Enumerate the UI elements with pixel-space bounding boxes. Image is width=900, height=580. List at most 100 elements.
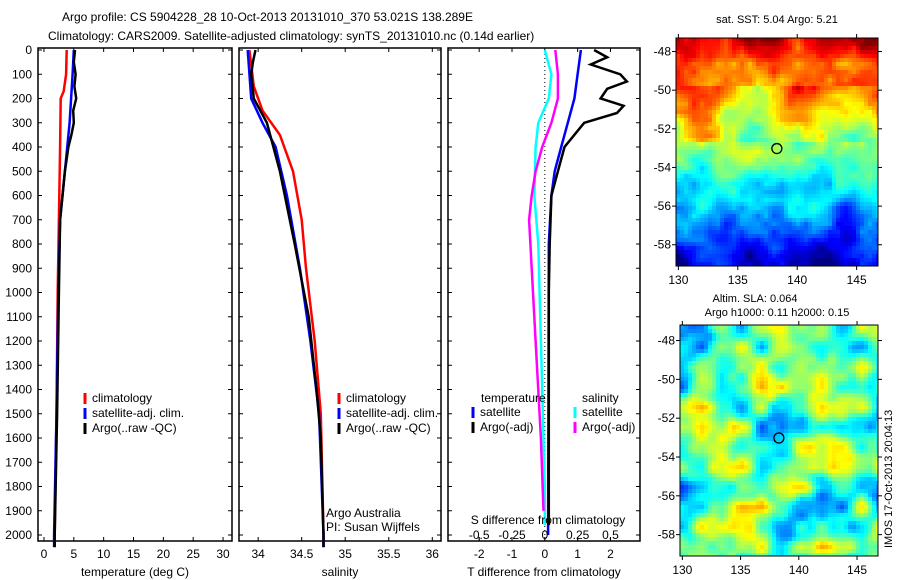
heatmap-cell (776, 102, 780, 106)
heatmap-cell (804, 142, 808, 146)
heatmap-cell (728, 421, 732, 425)
heatmap-cell (692, 114, 696, 118)
heatmap-cell (716, 353, 720, 357)
heatmap-cell (868, 90, 872, 94)
heatmap-cell (824, 146, 828, 150)
heatmap-cell (876, 429, 878, 433)
heatmap-cell (764, 102, 768, 106)
heatmap-cell (728, 38, 732, 42)
heatmap-cell (704, 333, 708, 337)
heatmap-cell (744, 365, 748, 369)
heatmap-cell (724, 146, 728, 150)
heatmap-cell (824, 86, 828, 90)
heatmap-cell (724, 46, 728, 50)
heatmap-cell (744, 457, 748, 461)
heatmap-cell (676, 94, 680, 98)
heatmap-cell (740, 413, 744, 417)
heatmap-cell (832, 425, 836, 429)
heatmap-cell (800, 218, 804, 222)
heatmap-cell (812, 393, 816, 397)
heatmap-cell (764, 162, 768, 166)
heatmap-cell (776, 242, 780, 246)
heatmap-cell (768, 42, 772, 46)
heatmap-cell (820, 70, 824, 74)
heatmap-cell (844, 369, 848, 373)
heatmap-cell (828, 142, 832, 146)
heatmap-cell (848, 433, 852, 437)
heatmap-cell (784, 234, 788, 238)
heatmap-cell (728, 106, 732, 110)
heatmap-cell (676, 174, 680, 178)
heatmap-cell (744, 377, 748, 381)
heatmap-cell (800, 42, 804, 46)
heatmap-cell (840, 333, 844, 337)
heatmap-cell (740, 461, 744, 465)
heatmap-cell (816, 42, 820, 46)
heatmap-cell (852, 118, 856, 122)
heatmap-cell (796, 50, 800, 54)
heatmap-cell (680, 54, 684, 58)
heatmap-cell (772, 401, 776, 405)
heatmap-cell (688, 218, 692, 222)
heatmap-cell (828, 405, 832, 409)
heatmap-cell (756, 238, 760, 242)
heatmap-cell (756, 198, 760, 202)
heatmap-cell (720, 146, 724, 150)
heatmap-cell (804, 337, 808, 341)
heatmap-cell (684, 50, 688, 54)
heatmap-cell (816, 369, 820, 373)
heatmap-cell (696, 329, 700, 333)
heatmap-cell (760, 218, 764, 222)
heatmap-cell (868, 361, 872, 365)
heatmap-cell (724, 262, 728, 266)
heatmap-cell (744, 134, 748, 138)
heatmap-cell (816, 385, 820, 389)
heatmap-cell (696, 373, 700, 377)
heatmap-cell (720, 445, 724, 449)
heatmap-cell (728, 381, 732, 385)
heatmap-cell (764, 401, 768, 405)
heatmap-cell (868, 186, 872, 190)
heatmap-cell (816, 397, 820, 401)
heatmap-cell (876, 425, 878, 429)
heatmap-cell (704, 258, 708, 262)
heatmap-cell (868, 429, 872, 433)
heatmap-cell (876, 194, 878, 198)
heatmap-cell (732, 130, 736, 134)
heatmap-cell (764, 170, 768, 174)
heatmap-cell (772, 421, 776, 425)
heatmap-cell (708, 389, 712, 393)
heatmap-cell (800, 361, 804, 365)
heatmap-cell (776, 154, 780, 158)
heatmap-cell (768, 118, 772, 122)
heatmap-cell (716, 94, 720, 98)
heatmap-cell (724, 198, 728, 202)
heatmap-cell (820, 254, 824, 258)
heatmap-cell (868, 58, 872, 62)
heatmap-cell (864, 413, 868, 417)
heatmap-cell (716, 66, 720, 70)
heatmap-cell (868, 210, 872, 214)
heatmap-cell (756, 138, 760, 142)
x-tick-label: 145 (847, 273, 867, 287)
heatmap-cell (748, 242, 752, 246)
heatmap-cell (792, 138, 796, 142)
heatmap-cell (844, 226, 848, 230)
heatmap-cell (752, 461, 756, 465)
heatmap-cell (816, 405, 820, 409)
heatmap-cell (876, 70, 878, 74)
heatmap-cell (836, 202, 840, 206)
heatmap-cell (840, 38, 844, 42)
heatmap-cell (716, 214, 720, 218)
heatmap-cell (740, 437, 744, 441)
heatmap-cell (812, 445, 816, 449)
heatmap-cell (780, 218, 784, 222)
heatmap-cell (752, 246, 756, 250)
heatmap-cell (720, 337, 724, 341)
heatmap-cell (700, 254, 704, 258)
heatmap-cell (800, 381, 804, 385)
heatmap-cell (772, 54, 776, 58)
heatmap-cell (844, 461, 848, 465)
heatmap-cell (800, 461, 804, 465)
heatmap-cell (736, 337, 740, 341)
